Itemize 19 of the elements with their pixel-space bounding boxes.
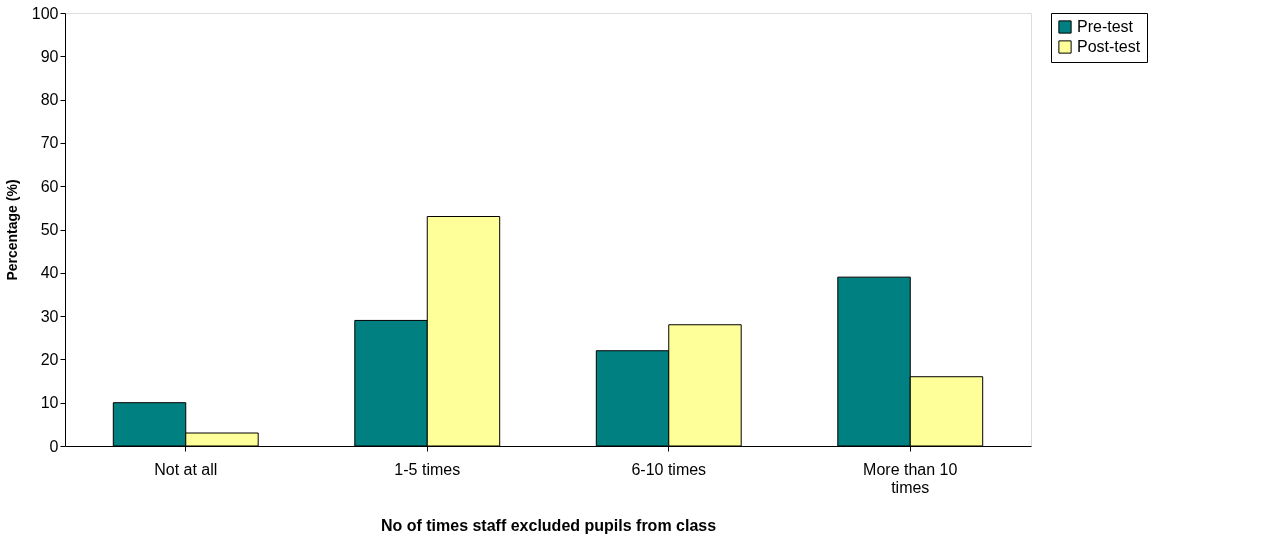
y-tick-label: 30 bbox=[40, 307, 59, 325]
y-tick-label: 70 bbox=[40, 134, 59, 152]
legend-label: Pre-test bbox=[1077, 18, 1134, 35]
y-tick-label: 80 bbox=[40, 91, 59, 109]
y-tick-label: 20 bbox=[40, 350, 59, 368]
y-tick-label: 60 bbox=[40, 177, 59, 195]
x-tick-label: Not at all bbox=[154, 460, 218, 478]
x-tick-label: More than 10 times bbox=[863, 460, 958, 496]
y-tick-label: 10 bbox=[40, 394, 59, 412]
x-axis-title: No of times staff excluded pupils from class bbox=[380, 516, 717, 534]
y-tick-label: 0 bbox=[49, 437, 59, 455]
y-tick-label: 90 bbox=[40, 47, 59, 65]
y-tick-label: 50 bbox=[40, 221, 59, 238]
x-tick-label: 1-5 times bbox=[394, 460, 461, 478]
x-tick-label: 6-10 times bbox=[631, 460, 707, 478]
y-tick-label: 40 bbox=[40, 264, 59, 282]
y-axis-title: Percentage (%) bbox=[3, 179, 20, 281]
y-tick-label: 100 bbox=[31, 4, 59, 22]
legend-label: Post-test bbox=[1077, 38, 1141, 55]
